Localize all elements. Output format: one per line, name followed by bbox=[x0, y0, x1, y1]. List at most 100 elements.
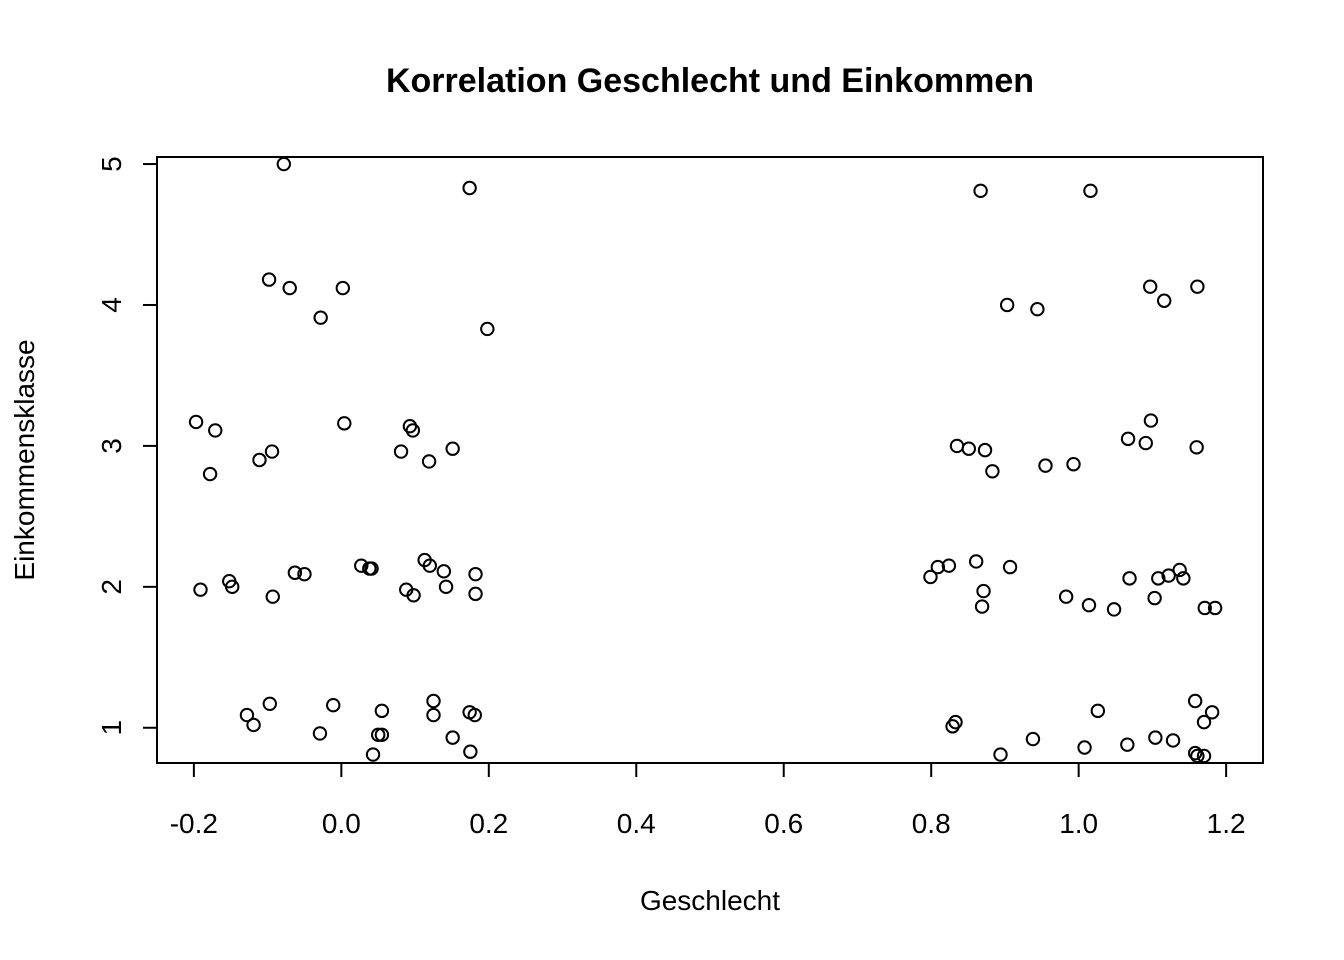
data-point bbox=[1187, 693, 1203, 709]
data-point bbox=[208, 423, 223, 438]
data-point bbox=[463, 744, 478, 759]
data-point bbox=[436, 564, 452, 579]
data-point bbox=[421, 454, 437, 469]
data-point bbox=[999, 297, 1015, 313]
data-point bbox=[1197, 600, 1212, 616]
data-point bbox=[968, 554, 984, 569]
data-point bbox=[1165, 733, 1181, 748]
data-point bbox=[402, 418, 418, 434]
data-point bbox=[1090, 703, 1106, 719]
x-axis: -0.2 0.0 0.2 0.4 0.6 0.8 1.0 1.2 bbox=[170, 762, 1246, 839]
data-point bbox=[1058, 589, 1074, 604]
data-point bbox=[405, 423, 421, 438]
data-point bbox=[337, 416, 352, 431]
data-point bbox=[312, 726, 328, 741]
data-point bbox=[1120, 431, 1136, 447]
x-tick-label: 1.0 bbox=[1059, 808, 1098, 839]
data-point bbox=[961, 441, 977, 456]
data-point bbox=[445, 730, 460, 745]
data-point bbox=[276, 156, 292, 172]
data-point bbox=[1190, 748, 1205, 764]
data-point bbox=[225, 579, 240, 595]
y-tick-label: 1 bbox=[96, 720, 127, 736]
data-point bbox=[973, 183, 988, 199]
data-point bbox=[1190, 279, 1205, 294]
data-point bbox=[1143, 413, 1159, 428]
y-tick-label: 2 bbox=[96, 579, 127, 595]
data-point bbox=[252, 452, 267, 468]
data-point bbox=[1138, 435, 1153, 451]
data-point bbox=[1172, 562, 1187, 578]
data-point bbox=[371, 727, 386, 743]
data-point bbox=[1081, 597, 1097, 613]
data-point bbox=[1106, 602, 1122, 617]
data-point bbox=[1176, 571, 1191, 586]
data-point bbox=[976, 583, 991, 599]
data-point bbox=[1083, 183, 1098, 199]
data-point bbox=[374, 727, 390, 743]
data-point bbox=[1122, 571, 1137, 586]
x-axis-label: Geschlecht bbox=[640, 885, 780, 916]
data-point bbox=[393, 444, 409, 459]
data-point bbox=[1156, 293, 1172, 308]
x-tick-label: 0.8 bbox=[912, 808, 951, 839]
data-point bbox=[1142, 279, 1158, 294]
data-point bbox=[426, 693, 441, 709]
data-point bbox=[1025, 731, 1041, 747]
data-point bbox=[1151, 571, 1166, 586]
data-point bbox=[1187, 745, 1203, 761]
y-tick-label: 5 bbox=[96, 156, 127, 172]
data-point bbox=[1196, 714, 1212, 730]
data-point bbox=[977, 442, 993, 458]
data-point bbox=[1204, 705, 1220, 720]
data-point bbox=[335, 280, 351, 296]
data-point bbox=[406, 588, 421, 603]
data-point bbox=[193, 582, 208, 597]
data-point bbox=[945, 719, 960, 734]
data-point bbox=[993, 747, 1008, 762]
data-point bbox=[941, 558, 957, 573]
data-point bbox=[1066, 457, 1081, 472]
x-tick-label: 0.2 bbox=[469, 808, 508, 839]
data-point bbox=[923, 569, 938, 585]
data-point bbox=[1148, 730, 1163, 745]
data-point bbox=[1147, 590, 1162, 606]
data-point bbox=[1002, 559, 1018, 575]
data-point bbox=[985, 464, 1000, 479]
data-point bbox=[1189, 440, 1204, 455]
y-tick-label: 4 bbox=[96, 297, 127, 313]
data-point bbox=[1077, 740, 1092, 755]
data-point bbox=[930, 559, 946, 575]
data-point bbox=[287, 565, 303, 580]
x-tick-label: 1.2 bbox=[1207, 808, 1246, 839]
data-points bbox=[188, 156, 1223, 764]
data-point bbox=[264, 444, 280, 459]
data-point bbox=[468, 586, 483, 602]
data-point bbox=[1120, 737, 1135, 752]
data-point bbox=[422, 558, 438, 573]
chart-title: Korrelation Geschlecht und Einkommen bbox=[386, 62, 1034, 100]
data-point bbox=[1207, 600, 1223, 616]
data-point bbox=[354, 558, 369, 573]
data-point bbox=[265, 589, 280, 604]
data-point bbox=[468, 566, 483, 582]
data-point bbox=[202, 466, 218, 482]
data-point bbox=[1030, 302, 1045, 317]
data-point bbox=[1196, 748, 1212, 764]
data-point bbox=[1161, 568, 1176, 583]
data-point bbox=[445, 441, 460, 456]
data-point bbox=[462, 180, 477, 196]
data-point bbox=[438, 579, 454, 595]
data-point bbox=[426, 707, 441, 723]
data-point bbox=[188, 414, 204, 430]
data-point bbox=[282, 280, 297, 296]
y-axis: 1 2 3 4 5 bbox=[96, 156, 158, 736]
data-point bbox=[1038, 458, 1053, 473]
y-tick-label: 3 bbox=[96, 438, 127, 454]
data-point bbox=[239, 707, 255, 723]
plot-frame bbox=[156, 156, 1264, 764]
data-point bbox=[313, 310, 328, 325]
data-point bbox=[480, 321, 495, 337]
data-point bbox=[246, 717, 261, 733]
